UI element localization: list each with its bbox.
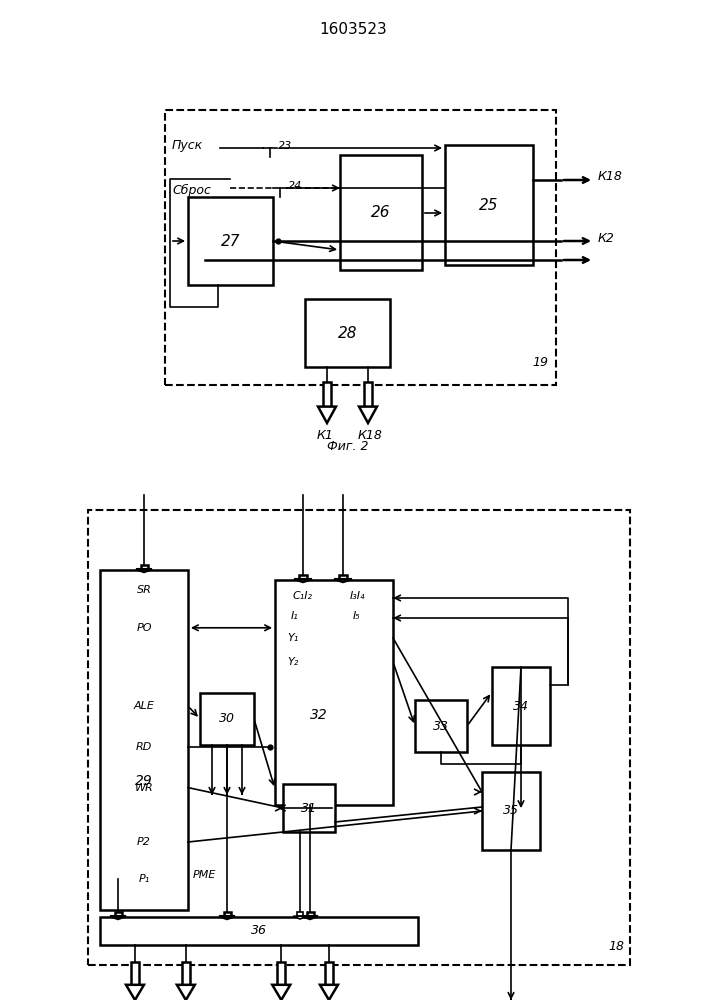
Bar — [283, 784, 335, 832]
Text: Пуск: Пуск — [172, 138, 203, 151]
Polygon shape — [126, 985, 144, 1000]
Text: 19: 19 — [532, 357, 548, 369]
Text: К18: К18 — [358, 429, 382, 442]
Text: 1603523: 1603523 — [319, 22, 387, 37]
Text: 27: 27 — [221, 233, 240, 248]
Text: 30: 30 — [219, 712, 235, 726]
Polygon shape — [136, 569, 152, 572]
Bar — [492, 667, 550, 745]
Text: C₄C₃C₂: C₄C₃C₂ — [289, 784, 321, 794]
Bar — [415, 700, 467, 752]
Polygon shape — [272, 985, 291, 1000]
Text: К18: К18 — [598, 170, 623, 184]
Text: I₅: I₅ — [353, 611, 361, 621]
Text: WR: WR — [134, 783, 153, 793]
Text: 24: 24 — [288, 181, 303, 191]
Text: К1: К1 — [317, 429, 334, 442]
Text: Y₁: Y₁ — [287, 633, 298, 643]
Text: 23: 23 — [278, 141, 292, 151]
Bar — [339, 575, 347, 579]
Text: I₃I₄: I₃I₄ — [349, 591, 365, 601]
Text: Y₂: Y₂ — [287, 657, 298, 667]
Bar — [223, 912, 230, 916]
Bar — [445, 145, 533, 265]
Polygon shape — [293, 916, 307, 919]
Polygon shape — [334, 579, 352, 582]
Text: P2: P2 — [137, 837, 151, 847]
Bar — [165, 110, 556, 385]
Text: ALE: ALE — [134, 701, 154, 711]
Text: P₁: P₁ — [139, 874, 150, 884]
Bar — [364, 382, 372, 407]
Text: 31: 31 — [301, 802, 317, 814]
Polygon shape — [294, 579, 312, 582]
Text: SR: SR — [136, 585, 151, 595]
Text: I₁: I₁ — [291, 611, 299, 621]
Bar — [323, 382, 331, 407]
Text: PME: PME — [193, 870, 216, 880]
Text: К2: К2 — [598, 232, 615, 244]
Bar — [482, 772, 540, 850]
Polygon shape — [359, 407, 377, 423]
Text: 35: 35 — [503, 804, 519, 818]
Polygon shape — [320, 985, 338, 1000]
Bar — [200, 693, 254, 745]
Polygon shape — [219, 916, 235, 919]
Bar — [305, 299, 390, 367]
Text: 32: 32 — [310, 708, 328, 722]
Bar — [299, 575, 307, 579]
Polygon shape — [318, 407, 336, 423]
Bar — [277, 962, 285, 985]
Bar — [307, 912, 313, 916]
Bar — [100, 570, 188, 910]
Text: RD: RD — [136, 742, 152, 752]
Polygon shape — [110, 916, 126, 919]
Bar — [100, 917, 418, 945]
Text: Фиг. 2: Фиг. 2 — [327, 440, 369, 454]
Text: PO: PO — [136, 623, 152, 633]
Bar — [115, 912, 122, 916]
Polygon shape — [302, 916, 318, 919]
Bar — [297, 912, 303, 916]
Bar — [340, 155, 422, 270]
Text: 26: 26 — [371, 205, 391, 220]
Bar — [188, 197, 273, 285]
Polygon shape — [177, 985, 195, 1000]
Bar — [141, 565, 148, 569]
Text: C₁I₂: C₁I₂ — [293, 591, 313, 601]
Text: 29: 29 — [135, 774, 153, 788]
Text: 28: 28 — [338, 326, 357, 340]
Text: 33: 33 — [433, 720, 449, 732]
Bar — [88, 510, 630, 965]
Text: Сброс: Сброс — [172, 183, 211, 197]
Text: 18: 18 — [608, 940, 624, 954]
Text: 34: 34 — [513, 700, 529, 712]
Text: 36: 36 — [251, 924, 267, 938]
Bar — [275, 580, 393, 805]
Text: 25: 25 — [479, 198, 498, 213]
Bar — [325, 962, 333, 985]
Bar — [131, 962, 139, 985]
Bar — [182, 962, 190, 985]
